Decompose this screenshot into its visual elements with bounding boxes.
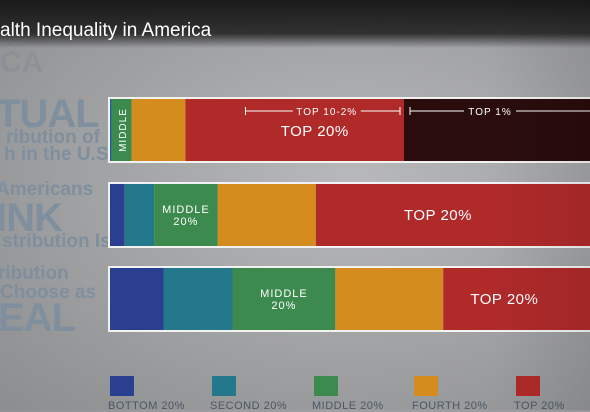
row-label-actual-1: TUAL [0, 92, 100, 136]
segment-label-ideal-top: TOP 20% [470, 291, 538, 308]
bar-think-fourth [217, 184, 316, 246]
bracket-top-1-label: TOP 1% [468, 107, 511, 118]
ghost-heading-line2: CA [0, 46, 44, 79]
row-label-actual-3: h in the U.S. [4, 144, 114, 165]
video-title-bar: alth Inequality in America [0, 0, 590, 48]
bar-ideal-top [443, 268, 590, 330]
video-title: alth Inequality in America [0, 20, 212, 41]
bar-think-top [315, 184, 590, 246]
bracket-top-10-2-label-bg [292, 104, 361, 118]
row-label-ideal-1: ribution [0, 263, 69, 284]
bar-ideal-middle [232, 268, 336, 330]
row-label-think-2: INK [0, 196, 63, 240]
bar-ideal-fourth [335, 268, 444, 330]
row-label-ideal-2: Choose as [0, 282, 97, 303]
bar-ideal-bottom [110, 268, 164, 330]
segment-label-think-middle-line2: 20% [173, 216, 198, 228]
bracket-top-1-label-bg [464, 104, 516, 118]
segment-label-ideal-middle-line2: 20% [271, 300, 296, 312]
segment-label-think-top: TOP 20% [404, 207, 472, 224]
row-label-think-1: Americans [0, 179, 94, 200]
segment-label-actual-middle: MIDDLE [118, 108, 129, 152]
segment-label-think-middle-line1: MIDDLE [162, 204, 210, 216]
row-label-think-3: stribution Is [2, 231, 111, 252]
bar-think-bottom [110, 184, 125, 246]
bar-actual-middle [111, 99, 132, 161]
row-label-ideal-3: EAL [0, 296, 76, 340]
segment-label-ideal-middle-line1: MIDDLE [260, 288, 308, 300]
segment-label-actual-top: TOP 20% [281, 123, 349, 140]
bar-think-middle [154, 184, 218, 246]
bracket-top-10-2-label: TOP 10-2% [296, 107, 357, 118]
bar-actual-fourth [131, 99, 186, 161]
bar-ideal-second [163, 268, 233, 330]
ghost-heading-line1: ITY [0, 40, 21, 52]
bar-think-second [124, 184, 155, 246]
bar-actual-second [110, 99, 112, 161]
bar-actual-bottom [110, 99, 111, 161]
row-label-actual-2: ribution of [6, 127, 100, 148]
